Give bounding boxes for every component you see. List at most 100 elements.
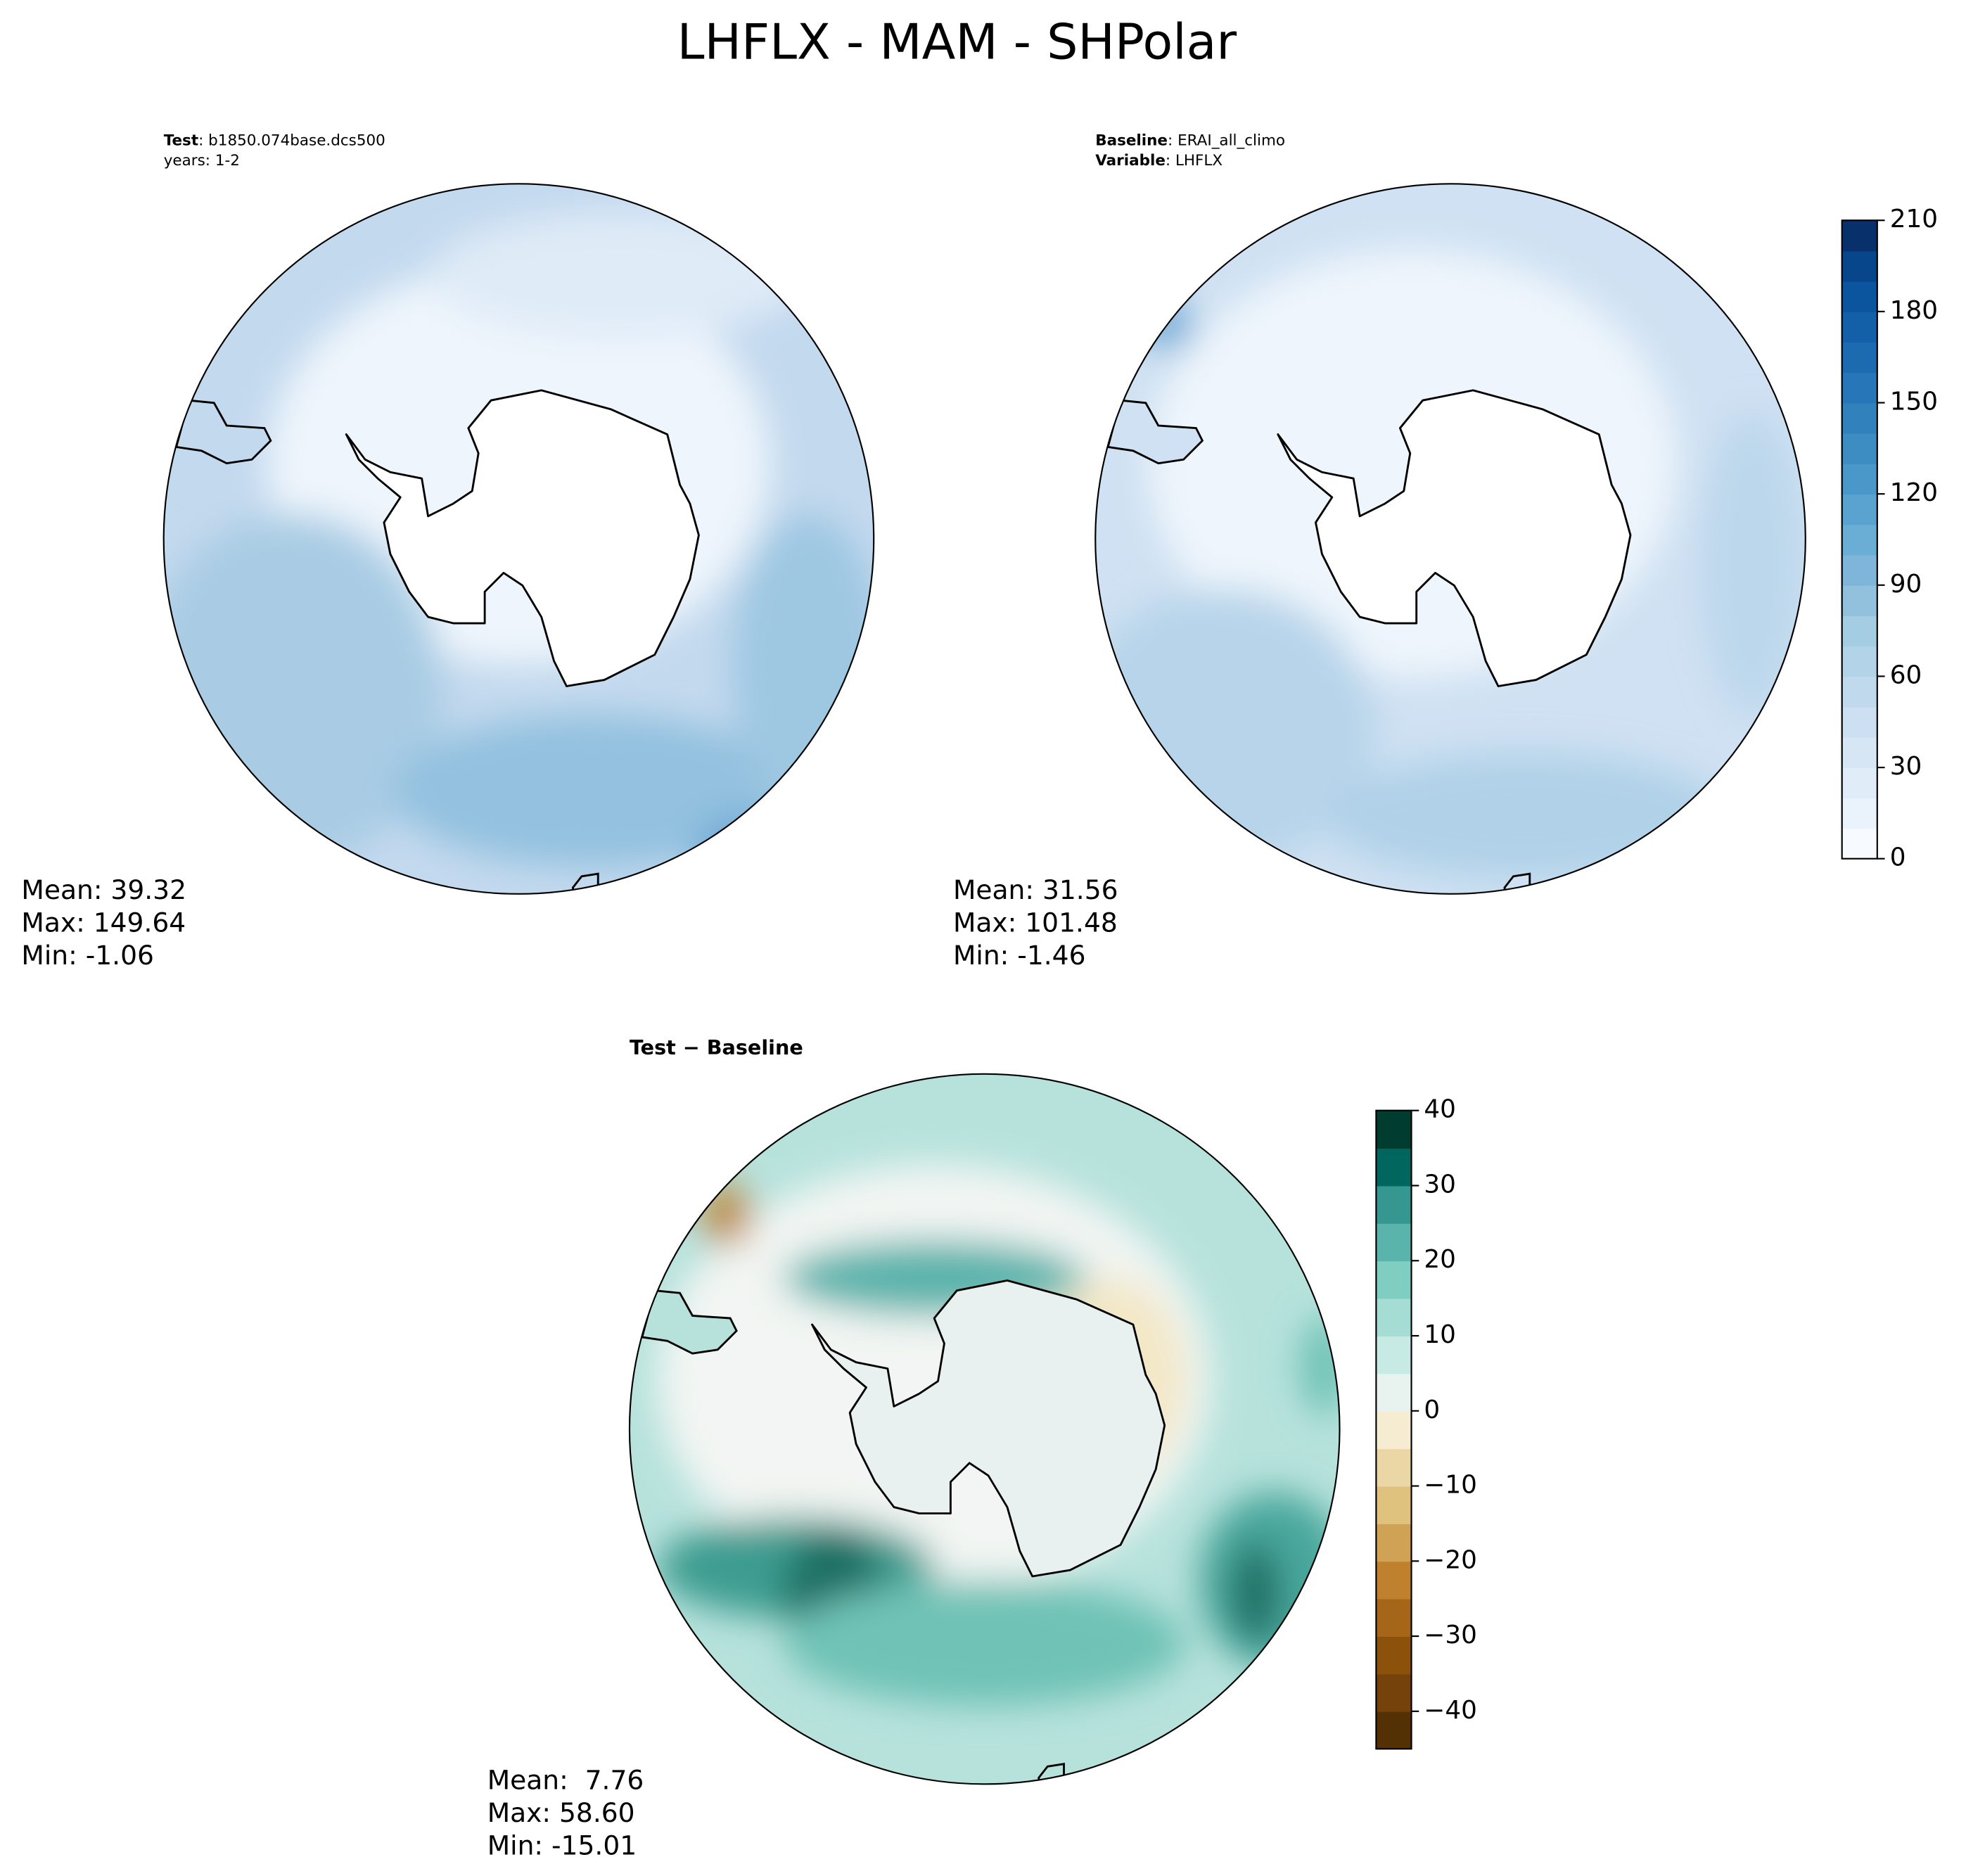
panel-header: Variable: LHFLX — [1095, 152, 1223, 170]
contour-region — [732, 513, 874, 816]
colorbar-band — [1841, 736, 1877, 768]
stat-text: Mean: 31.56 — [953, 874, 1118, 905]
colorbar-band — [1841, 646, 1877, 677]
colorbar-tick-label: −10 — [1424, 1471, 1477, 1500]
contour-region — [1702, 413, 1804, 715]
colorbar-band — [1841, 311, 1877, 343]
header-text: : ERAI_all_climo — [1168, 132, 1285, 149]
colorbar-band — [1376, 1373, 1412, 1412]
colorbar-tick-label: 40 — [1424, 1095, 1456, 1124]
colorbar-band — [1841, 554, 1877, 586]
colorbar-tick-label: 30 — [1424, 1170, 1456, 1199]
colorbar-tick-label: 30 — [1890, 752, 1922, 781]
colorbar-band — [1376, 1486, 1412, 1524]
south-america — [641, 1289, 738, 1355]
antarctica — [811, 1279, 1166, 1578]
colorbar-band — [1841, 250, 1877, 282]
colorbar-band — [1376, 1448, 1412, 1487]
colorbar-tick-label: 20 — [1424, 1245, 1456, 1274]
colorbar-band — [1841, 706, 1877, 738]
colorbar-band — [1376, 1711, 1412, 1750]
map-field — [629, 1073, 1340, 1785]
contour-region — [1325, 753, 1728, 879]
contour-region — [695, 815, 796, 892]
colorbar-tick-label: 0 — [1424, 1396, 1440, 1424]
colorbar-band — [1376, 1110, 1412, 1149]
colorbar-band — [1376, 1336, 1412, 1374]
colorbar-band — [1376, 1148, 1412, 1187]
antarctica — [1277, 389, 1632, 687]
colorbar-band — [1841, 615, 1877, 647]
colorbar-band — [1841, 798, 1877, 829]
colorbar-tick-label: 120 — [1890, 478, 1938, 507]
colorbar-tick-label: 210 — [1890, 205, 1938, 234]
colorbar-band — [1841, 585, 1877, 616]
colorbar-band — [1841, 463, 1877, 495]
colorbar-band — [1376, 1523, 1412, 1562]
header-text: years: 1-2 — [164, 152, 240, 170]
colorbar-frame — [1841, 219, 1878, 860]
panel-header: Baseline: ERAI_all_climo — [1095, 132, 1285, 149]
header-label: Test − Baseline — [630, 1035, 803, 1059]
map-border — [628, 1073, 1341, 1785]
contour-region — [430, 211, 809, 338]
colorbar-band — [1376, 1185, 1412, 1224]
colorbar-band — [1841, 767, 1877, 799]
south-america — [1106, 399, 1204, 465]
stat-text: Mean: 39.32 — [21, 874, 186, 905]
colorbar-band — [1376, 1673, 1412, 1712]
colorbar-tick-label: 10 — [1424, 1320, 1456, 1349]
stat-text: Min: -1.46 — [953, 940, 1086, 971]
antarctica — [345, 389, 700, 687]
colorbar-tick-label: 180 — [1890, 296, 1938, 325]
colorbar-tick-label: 60 — [1890, 661, 1922, 689]
colorbar-band — [1376, 1223, 1412, 1262]
colorbar-band — [1841, 676, 1877, 708]
colorbar-band — [1376, 1598, 1412, 1637]
colorbar-frame — [1375, 1109, 1412, 1750]
contour-region — [783, 1580, 1187, 1706]
stat-text: Min: -15.01 — [487, 1830, 637, 1861]
colorbar-band — [1841, 372, 1877, 404]
map — [628, 1073, 1341, 1785]
stat-text: Max: 58.60 — [487, 1797, 635, 1828]
map — [162, 183, 875, 895]
colorbar-tick-label: 150 — [1890, 388, 1938, 416]
colorbar-band — [1841, 281, 1877, 312]
colorbar-tick-label: 0 — [1890, 843, 1906, 872]
header-text: : LHFLX — [1166, 152, 1223, 170]
header-label: Test — [164, 132, 198, 149]
south-america — [174, 399, 272, 465]
colorbar-tick-label: −20 — [1424, 1545, 1477, 1574]
contour-region — [701, 1183, 752, 1247]
colorbar-band — [1376, 1636, 1412, 1675]
colorbar-band — [1841, 402, 1877, 434]
header-text: : b1850.074base.dcs500 — [198, 132, 385, 149]
colorbar-band — [1841, 220, 1877, 252]
colorbar-band — [1841, 342, 1877, 374]
colorbar-band — [1376, 1410, 1412, 1450]
stat-text: Max: 149.64 — [21, 907, 186, 938]
header-label: Baseline — [1095, 132, 1168, 149]
colorbar-band — [1376, 1561, 1412, 1600]
map-border — [1094, 183, 1806, 895]
stat-text: Mean: 7.76 — [487, 1764, 644, 1795]
colorbar-band — [1376, 1261, 1412, 1299]
colorbar-band — [1841, 828, 1877, 860]
header-label: Variable — [1095, 152, 1166, 170]
figure-title: LHFLX - MAM - SHPolar — [677, 13, 1237, 70]
colorbar-band — [1841, 433, 1877, 464]
colorbar-tick-label: 90 — [1890, 570, 1922, 599]
colorbar-tick-label: −40 — [1424, 1696, 1477, 1725]
map-border — [162, 183, 875, 895]
contour-region — [392, 715, 796, 867]
colorbar-band — [1841, 494, 1877, 525]
stat-text: Min: -1.06 — [21, 940, 154, 971]
stat-text: Max: 101.48 — [953, 907, 1118, 938]
panel-header: Test − Baseline — [630, 1035, 803, 1059]
panel-header: years: 1-2 — [164, 152, 240, 170]
map — [1094, 183, 1806, 895]
map-field — [1095, 184, 1806, 894]
colorbar-tick-label: −30 — [1424, 1621, 1477, 1650]
